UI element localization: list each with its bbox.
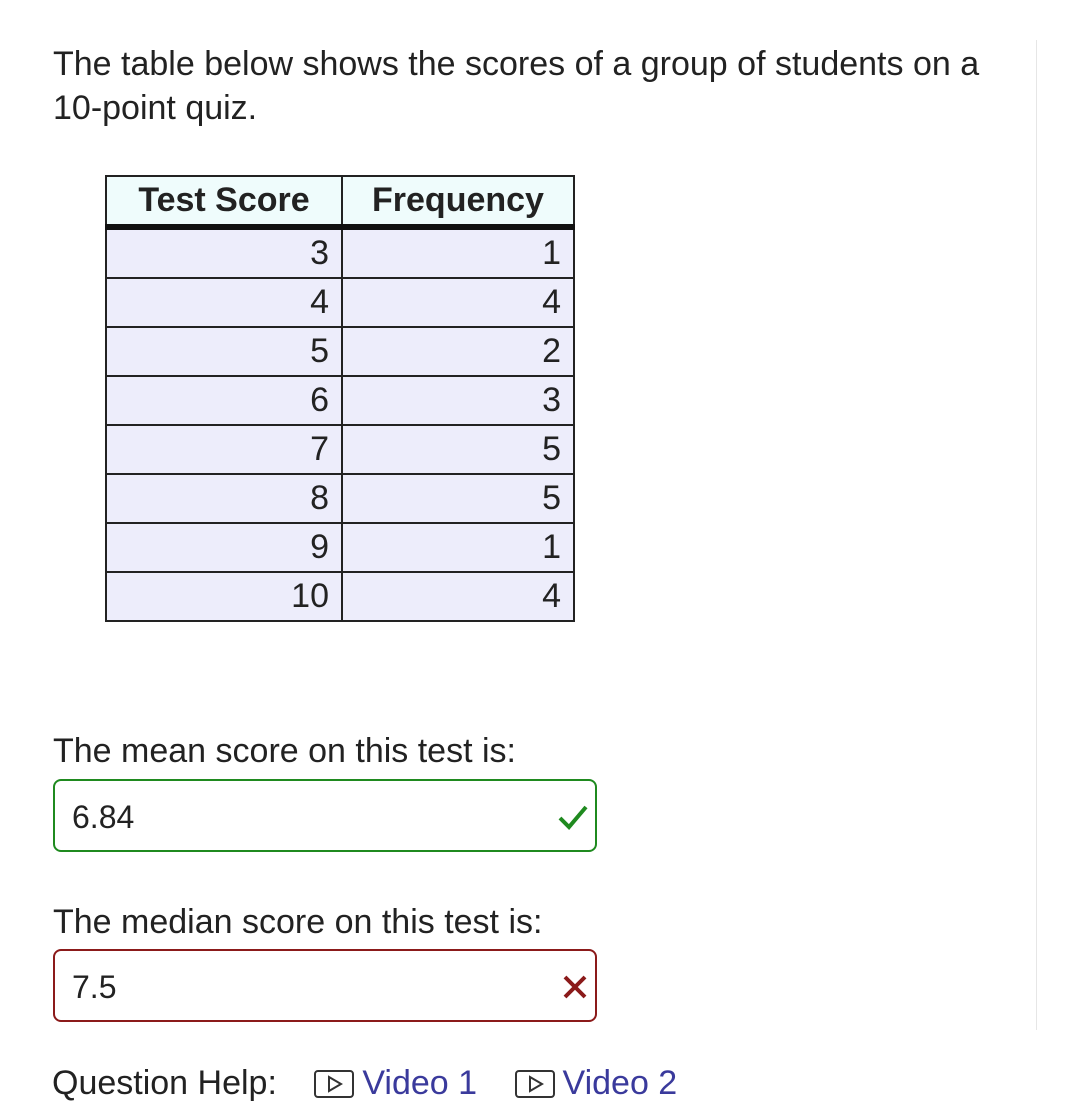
check-icon	[558, 805, 588, 830]
score-table: Test Score Frequency 3 1 4 4 5 2 6 3 7 5 8 5 9 1 10 4	[105, 175, 575, 622]
cross-icon	[563, 975, 587, 999]
answer-prompt: The mean score on this test is:	[53, 732, 516, 770]
play-icon	[514, 1070, 555, 1098]
question-text: The table below shows the scores of a gr…	[53, 45, 980, 127]
help-label: Question Help:	[52, 1064, 277, 1102]
play-icon	[314, 1070, 355, 1098]
table-cell: 7	[105, 424, 343, 475]
answer-value: 7.5	[72, 969, 117, 1005]
table-cell: 8	[105, 473, 343, 524]
table-cell: 3	[105, 226, 343, 279]
video-link[interactable]: Video 2	[514, 1064, 678, 1102]
table-row: 10 4	[105, 571, 575, 622]
table-cell: 4	[341, 571, 575, 622]
table-cell: 6	[105, 375, 343, 426]
table-cell: 5	[341, 424, 575, 475]
video-link[interactable]: Video 1	[314, 1064, 477, 1102]
table-cell: 4	[341, 277, 575, 328]
header-cell: Frequency	[341, 175, 575, 230]
table-body: 3 1 4 4 5 2 6 3 7 5 8 5 9 1 10 4	[105, 226, 575, 622]
table-cell: 5	[105, 326, 343, 377]
table-cell: 5	[341, 473, 575, 524]
answer-prompt: The median score on this test is:	[53, 903, 543, 941]
table-cell: 4	[105, 277, 343, 328]
table-cell: 1	[341, 522, 575, 573]
header-cell: Test Score	[105, 175, 343, 230]
answer-value: 6.84	[72, 799, 135, 835]
header-row: Test Score Frequency	[105, 175, 575, 230]
table-cell: 9	[105, 522, 343, 573]
question-help: Question Help: Video 1 Video 2	[52, 1064, 677, 1103]
answer-input[interactable]: 7.5	[53, 949, 597, 1022]
table-cell: 10	[105, 571, 343, 622]
table-cell: 3	[341, 375, 575, 426]
link-text: Video 2	[562, 1064, 678, 1102]
divider	[1036, 40, 1037, 1030]
table-cell: 1	[341, 226, 575, 279]
link-text: Video 1	[362, 1064, 478, 1102]
answer-input[interactable]: 6.84	[53, 779, 597, 852]
table-cell: 2	[341, 326, 575, 377]
